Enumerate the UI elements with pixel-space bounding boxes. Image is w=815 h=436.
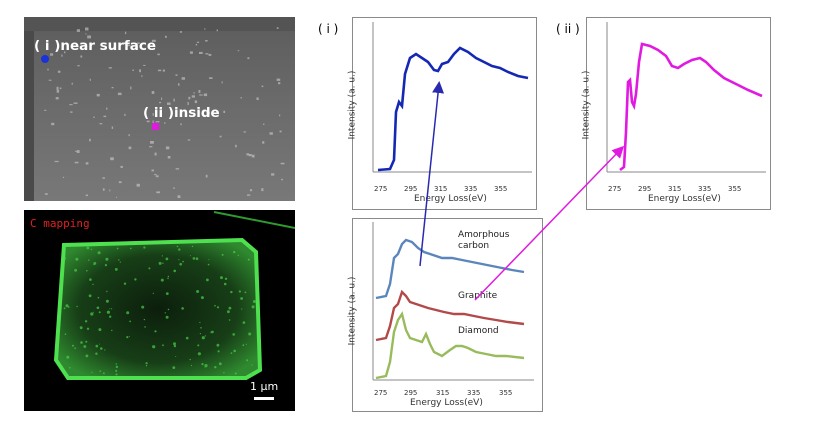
reference-tick: 335 bbox=[467, 389, 480, 397]
reference-tick: 355 bbox=[499, 389, 512, 397]
diamond-label: Diamond bbox=[458, 326, 499, 336]
panel-ii-label: ( ii ) bbox=[556, 22, 580, 36]
amorphous-label-1: Amorphous bbox=[458, 230, 509, 240]
panel-ii-xlabel: Energy Loss(eV) bbox=[648, 194, 721, 204]
panel-i-xlabel: Energy Loss(eV) bbox=[414, 194, 487, 204]
inside-marker bbox=[152, 123, 159, 130]
c-mapping-image: C mapping 1 µm bbox=[24, 210, 295, 411]
reference-xlabel: Energy Loss(eV) bbox=[410, 398, 483, 408]
reference-tick: 315 bbox=[436, 389, 449, 397]
sem-image: ( i )near surface ( ii )inside bbox=[24, 17, 295, 201]
panel-i-tick: 295 bbox=[404, 185, 417, 193]
inside-label: ( ii )inside bbox=[143, 105, 220, 121]
reference-chart bbox=[372, 222, 534, 382]
c-mapping-title: C mapping bbox=[30, 217, 90, 230]
amorphous-carbon-spectrum bbox=[376, 240, 524, 298]
panel-i-spectrum bbox=[378, 48, 528, 170]
panel-ii-tick: 335 bbox=[698, 185, 711, 193]
panel-i-tick: 315 bbox=[434, 185, 447, 193]
panel-i-label: ( i ) bbox=[318, 22, 338, 36]
panel-ii-tick: 355 bbox=[728, 185, 741, 193]
panel-i-tick: 355 bbox=[494, 185, 507, 193]
panel-i-tick: 275 bbox=[374, 185, 387, 193]
panel-ii-tick: 315 bbox=[668, 185, 681, 193]
graphite-spectrum bbox=[376, 292, 524, 340]
panel-i-tick: 335 bbox=[464, 185, 477, 193]
panel-i-chart bbox=[372, 22, 532, 182]
panel-ii-chart bbox=[606, 22, 766, 182]
scale-bar bbox=[254, 397, 274, 400]
graphite-label: Graphite bbox=[458, 291, 497, 301]
diamond-spectrum bbox=[376, 314, 524, 378]
reference-tick: 295 bbox=[404, 389, 417, 397]
amorphous-label-2: carbon bbox=[458, 241, 489, 251]
panel-i-ylabel: Intensity (a. u.) bbox=[347, 71, 357, 140]
near-surface-marker bbox=[41, 55, 49, 63]
scale-bar-label: 1 µm bbox=[250, 380, 278, 393]
reference-tick: 275 bbox=[374, 389, 387, 397]
reference-ylabel: Intensity (a. u.) bbox=[347, 277, 357, 346]
near-surface-label: ( i )near surface bbox=[34, 38, 156, 54]
panel-ii-tick: 295 bbox=[638, 185, 651, 193]
panel-ii-spectrum bbox=[620, 44, 762, 170]
panel-ii-tick: 275 bbox=[608, 185, 621, 193]
panel-ii-ylabel: Intensity (a. u.) bbox=[581, 71, 591, 140]
